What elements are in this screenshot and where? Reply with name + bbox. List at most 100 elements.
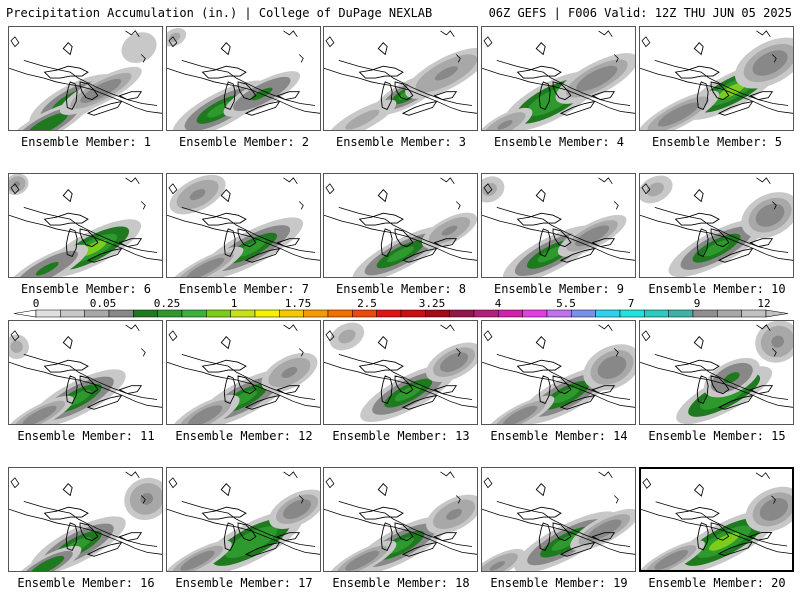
lake-ontario (433, 91, 458, 101)
ensemble-member-map[interactable] (481, 26, 636, 131)
state-border (324, 67, 477, 114)
coastline (756, 324, 777, 357)
coastline (440, 324, 461, 357)
lake-michigan (223, 81, 236, 110)
lake-huron (710, 228, 730, 248)
lake-huron (552, 522, 572, 542)
lake-ontario (433, 238, 458, 248)
ensemble-member-map[interactable] (639, 320, 794, 425)
ensemble-member-map[interactable] (481, 467, 636, 572)
ensemble-member-label: Ensemble Member: 7 (178, 282, 310, 296)
ensemble-member-map[interactable] (639, 173, 794, 278)
precip-shading (171, 34, 178, 40)
ensemble-member-map[interactable] (8, 467, 163, 572)
precip-map-canvas (640, 175, 793, 277)
international-border (496, 206, 631, 253)
lake-erie (559, 541, 596, 557)
colorbar-swatch (108, 309, 134, 318)
bay-outline (693, 189, 704, 203)
coastline (125, 471, 146, 504)
ensemble-member-map[interactable] (639, 467, 794, 572)
precip-shading (765, 503, 782, 516)
ensemble-member-map[interactable] (481, 173, 636, 278)
ensemble-member-label: Ensemble Member: 14 (490, 429, 628, 443)
state-border (9, 67, 162, 114)
precip-shading (703, 240, 730, 257)
coastline (168, 183, 178, 195)
precip-shading (35, 262, 59, 276)
lake-michigan (65, 522, 78, 551)
precip-shading (236, 533, 266, 552)
lake-erie (86, 100, 123, 116)
international-border (496, 500, 631, 547)
colorbar-swatch (717, 309, 742, 318)
coastline (483, 183, 493, 195)
lake-ontario (749, 385, 774, 395)
precip-map-canvas (9, 174, 162, 277)
coastline (325, 183, 335, 195)
coastline (756, 177, 777, 210)
coastline (641, 183, 651, 195)
ensemble-member-map[interactable] (323, 320, 478, 425)
ensemble-member-map[interactable] (8, 173, 163, 278)
coastline (10, 477, 20, 489)
coastline (598, 177, 619, 210)
lake-ontario (276, 238, 301, 248)
ensemble-member-map[interactable] (166, 173, 321, 278)
international-border (338, 500, 473, 547)
ensemble-member-map[interactable] (323, 467, 478, 572)
state-border (167, 214, 320, 261)
colorbar-swatch (546, 309, 572, 318)
international-border (181, 206, 316, 253)
bay-outline (693, 336, 704, 350)
state-border (640, 361, 793, 408)
ensemble-member-map[interactable] (166, 467, 321, 572)
coastline (440, 30, 461, 63)
lake-huron (394, 228, 414, 248)
colorbar-swatch (352, 309, 377, 318)
coastline (756, 30, 777, 63)
precip-shading (89, 84, 113, 98)
state-border (641, 509, 792, 555)
ensemble-member-map[interactable] (481, 320, 636, 425)
colorbar-tick-label: 0.05 (89, 297, 117, 310)
state-border (324, 361, 477, 408)
bay-outline (220, 189, 231, 203)
lake-superior (43, 212, 89, 226)
coastline (283, 471, 304, 504)
ensemble-member-label: Ensemble Member: 6 (20, 282, 152, 296)
lake-ontario (276, 91, 301, 101)
colorbar-swatch (522, 309, 548, 318)
ensemble-member-map[interactable] (639, 26, 794, 131)
colorbar-swatch (35, 309, 61, 318)
ensemble-member-map[interactable] (166, 26, 321, 131)
state-border (9, 361, 162, 408)
colorbar-tick-label: 1.75 (284, 297, 312, 310)
colorbar-swatch (741, 309, 767, 318)
ensemble-member-map[interactable] (8, 320, 163, 425)
lake-ontario (118, 385, 143, 395)
ensemble-member-map[interactable] (8, 26, 163, 131)
ensemble-member-label: Ensemble Member: 10 (648, 282, 786, 296)
precip-shading (537, 246, 565, 263)
bay-outline (220, 336, 231, 350)
precip-shading (441, 225, 458, 236)
coastline (283, 177, 304, 210)
colorbar-tick-label: 2.5 (357, 297, 377, 310)
precip-shading (708, 532, 740, 551)
lake-erie (717, 247, 754, 263)
lake-superior (516, 506, 562, 520)
ensemble-member-map[interactable] (323, 26, 478, 131)
colorbar-swatch (60, 309, 85, 318)
colorbar-tick-label: 1 (230, 297, 238, 310)
lake-michigan (223, 228, 236, 257)
lake-huron (237, 522, 257, 542)
ensemble-member-map[interactable] (166, 320, 321, 425)
precip-shading (352, 114, 372, 126)
precip-shading (236, 239, 266, 257)
lake-superior (516, 212, 562, 226)
ensemble-member-map[interactable] (323, 173, 478, 278)
bay-outline (62, 336, 73, 350)
precip-map-canvas (641, 472, 792, 570)
coastline (483, 36, 493, 48)
